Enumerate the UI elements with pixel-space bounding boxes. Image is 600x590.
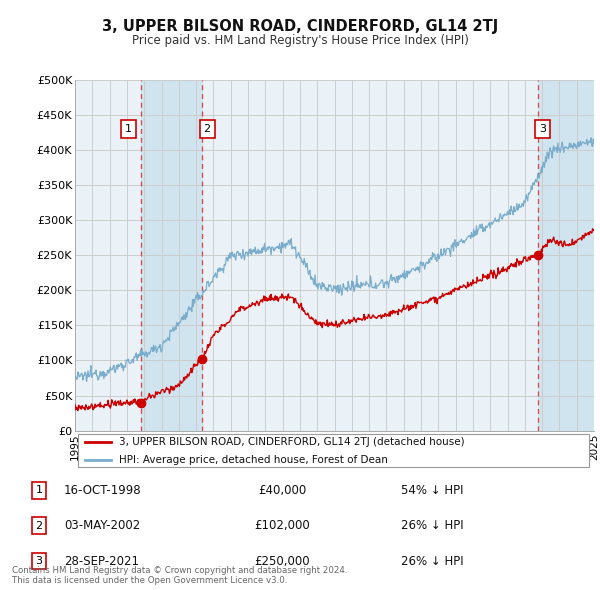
- Text: 2: 2: [35, 521, 43, 530]
- Text: 03-MAY-2002: 03-MAY-2002: [64, 519, 140, 532]
- Text: 3: 3: [539, 124, 546, 134]
- Bar: [140, 80, 202, 431]
- Text: 16-OCT-1998: 16-OCT-1998: [63, 484, 141, 497]
- Text: 54% ↓ HPI: 54% ↓ HPI: [401, 484, 463, 497]
- Bar: [538, 80, 594, 431]
- Text: Price paid vs. HM Land Registry's House Price Index (HPI): Price paid vs. HM Land Registry's House …: [131, 34, 469, 47]
- Text: 3, UPPER BILSON ROAD, CINDERFORD, GL14 2TJ (detached house): 3, UPPER BILSON ROAD, CINDERFORD, GL14 2…: [119, 437, 465, 447]
- Text: 3, UPPER BILSON ROAD, CINDERFORD, GL14 2TJ: 3, UPPER BILSON ROAD, CINDERFORD, GL14 2…: [102, 19, 498, 34]
- Text: £102,000: £102,000: [254, 519, 310, 532]
- Text: 26% ↓ HPI: 26% ↓ HPI: [401, 519, 463, 532]
- Text: 28-SEP-2021: 28-SEP-2021: [65, 555, 139, 568]
- Text: 1: 1: [35, 486, 43, 495]
- Text: 1: 1: [125, 124, 132, 134]
- Text: Contains HM Land Registry data © Crown copyright and database right 2024.
This d: Contains HM Land Registry data © Crown c…: [12, 566, 347, 585]
- Text: HPI: Average price, detached house, Forest of Dean: HPI: Average price, detached house, Fore…: [119, 455, 388, 465]
- Text: 3: 3: [35, 556, 43, 566]
- Text: £40,000: £40,000: [258, 484, 306, 497]
- Text: 26% ↓ HPI: 26% ↓ HPI: [401, 555, 463, 568]
- Text: £250,000: £250,000: [254, 555, 310, 568]
- Text: 2: 2: [203, 124, 211, 134]
- FancyBboxPatch shape: [77, 434, 589, 467]
